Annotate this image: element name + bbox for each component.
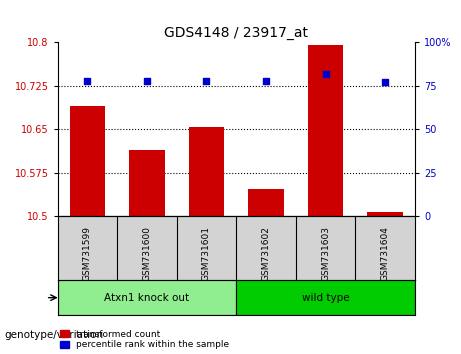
Bar — [70, 106, 105, 216]
Title: GDS4148 / 23917_at: GDS4148 / 23917_at — [164, 26, 308, 40]
Legend: transformed count, percentile rank within the sample: transformed count, percentile rank withi… — [60, 330, 229, 349]
Text: GSM731600: GSM731600 — [142, 226, 152, 281]
Text: GSM731601: GSM731601 — [202, 226, 211, 281]
Bar — [248, 189, 284, 216]
Bar — [129, 150, 165, 216]
Text: Atxn1 knock out: Atxn1 knock out — [104, 293, 189, 303]
Point — [322, 71, 329, 76]
Text: wild type: wild type — [302, 293, 349, 303]
FancyBboxPatch shape — [58, 280, 236, 315]
FancyBboxPatch shape — [236, 280, 415, 315]
Bar — [367, 212, 403, 216]
Point — [143, 78, 151, 84]
Text: GSM731604: GSM731604 — [381, 226, 390, 281]
Text: GSM731602: GSM731602 — [261, 226, 271, 281]
Bar — [189, 127, 225, 216]
Text: GSM731599: GSM731599 — [83, 226, 92, 281]
Point — [262, 78, 270, 84]
Text: GSM731603: GSM731603 — [321, 226, 330, 281]
Point — [203, 78, 210, 84]
Point — [84, 78, 91, 84]
Point — [381, 80, 389, 85]
Bar — [308, 45, 343, 216]
Text: genotype/variation: genotype/variation — [5, 330, 104, 339]
